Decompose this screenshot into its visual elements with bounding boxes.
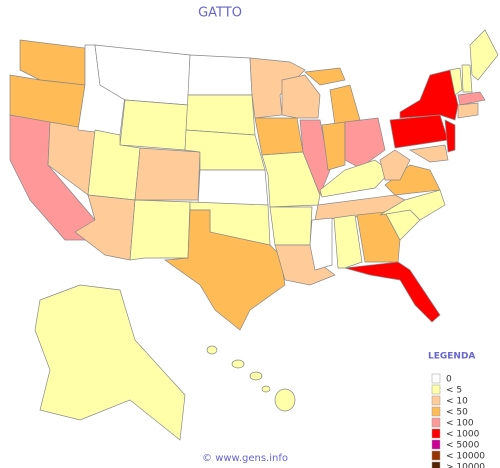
legend-label: < 5 bbox=[446, 386, 462, 396]
state bbox=[457, 91, 486, 106]
legend-label: > 10000 bbox=[446, 463, 485, 468]
legend-swatch bbox=[431, 417, 441, 428]
state bbox=[299, 119, 331, 196]
state bbox=[389, 114, 449, 149]
state bbox=[379, 189, 446, 221]
legend-swatch bbox=[431, 384, 441, 395]
state bbox=[281, 74, 321, 119]
legend-swatch bbox=[431, 406, 441, 417]
legend-title: LEGENDA bbox=[428, 352, 475, 362]
state bbox=[274, 388, 296, 412]
state bbox=[197, 169, 269, 206]
state bbox=[119, 99, 189, 151]
legend: 0< 5< 10< 50< 100< 1000< 5000< 10000> 10… bbox=[431, 373, 485, 468]
footer: © www.gens.info bbox=[202, 453, 288, 464]
state bbox=[356, 211, 401, 263]
legend-swatch bbox=[431, 439, 441, 450]
state bbox=[344, 261, 441, 323]
state bbox=[74, 194, 136, 261]
state bbox=[249, 371, 263, 381]
state bbox=[34, 284, 186, 441]
state bbox=[449, 67, 463, 96]
state bbox=[185, 94, 256, 136]
state bbox=[469, 29, 499, 81]
state bbox=[457, 102, 479, 119]
state bbox=[231, 359, 245, 369]
state bbox=[408, 144, 449, 163]
state bbox=[187, 54, 253, 96]
state bbox=[206, 345, 218, 355]
state bbox=[333, 214, 363, 269]
state bbox=[344, 117, 386, 169]
state bbox=[249, 57, 306, 119]
state bbox=[269, 206, 313, 246]
legend-swatch bbox=[431, 450, 441, 461]
legend-label: < 1000 bbox=[446, 430, 480, 440]
map-title: GATTO bbox=[198, 6, 242, 21]
state bbox=[309, 217, 333, 271]
state bbox=[304, 67, 346, 86]
state bbox=[399, 69, 459, 121]
legend-swatch bbox=[431, 428, 441, 439]
state bbox=[164, 209, 286, 331]
legend-swatch bbox=[431, 373, 441, 384]
legend-label: < 10 bbox=[446, 397, 468, 407]
legend-label: < 5000 bbox=[446, 441, 480, 451]
state bbox=[321, 121, 346, 171]
state bbox=[129, 199, 191, 261]
state bbox=[261, 385, 271, 393]
legend-label: < 10000 bbox=[446, 452, 485, 462]
state bbox=[329, 84, 361, 126]
legend-label: < 50 bbox=[446, 408, 468, 418]
legend-label: < 100 bbox=[446, 419, 474, 429]
legend-label: 0 bbox=[446, 375, 452, 385]
legend-swatch bbox=[431, 395, 441, 406]
states bbox=[9, 29, 499, 441]
state bbox=[461, 64, 473, 93]
legend-swatch bbox=[431, 461, 441, 468]
state bbox=[134, 147, 201, 201]
state bbox=[254, 117, 304, 156]
state bbox=[379, 149, 411, 181]
state bbox=[444, 119, 456, 153]
